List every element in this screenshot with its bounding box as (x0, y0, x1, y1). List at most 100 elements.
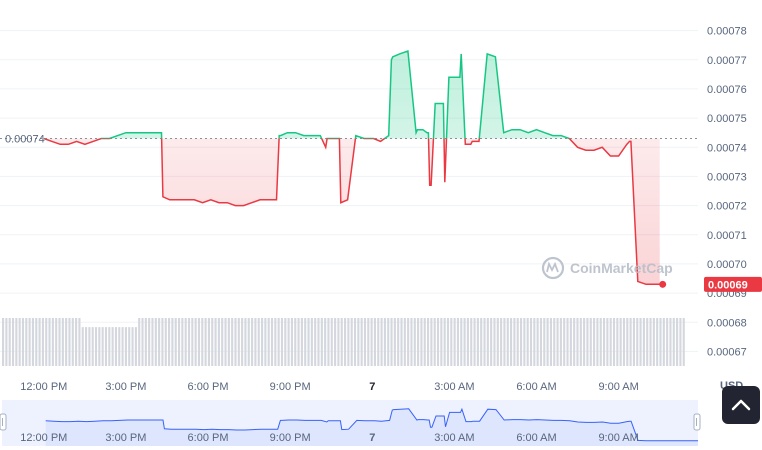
volume-bars (2, 318, 685, 366)
volume-bar (417, 318, 420, 366)
volume-bar (602, 318, 606, 366)
volume-bar (347, 318, 350, 366)
x-tick-label: 9:00 PM (270, 381, 311, 393)
volume-bar (241, 318, 244, 366)
volume-bar (94, 327, 98, 366)
volume-bar (31, 318, 35, 366)
navigator-left-handle[interactable] (0, 413, 7, 431)
volume-bar (546, 318, 549, 366)
volume-bar (353, 318, 357, 366)
volume-bar (194, 318, 197, 366)
volume-bar (430, 318, 433, 366)
volume-bar (659, 318, 662, 366)
volume-bar (254, 318, 257, 366)
range-navigator[interactable]: 12:00 PM 3:00 PM 6:00 PM 9:00 PM 7 3:00 AM 6:0… (0, 400, 701, 446)
volume-bar (181, 318, 184, 366)
volume-bar (543, 318, 546, 366)
volume-bar (463, 318, 466, 366)
volume-bar (221, 318, 224, 366)
volume-bar (423, 318, 426, 366)
volume-bar (41, 318, 44, 366)
volume-bar (227, 318, 230, 366)
volume-bar (68, 318, 71, 366)
volume-bar (553, 318, 556, 366)
volume-bar (81, 327, 84, 366)
y-tick-label: 0.00072 (707, 201, 747, 213)
volume-bar (58, 318, 61, 366)
volume-bar (370, 318, 373, 366)
volume-bar (367, 318, 370, 366)
x-tick-label: 12:00 PM (20, 381, 67, 393)
volume-bar (330, 318, 333, 366)
scroll-to-top-button[interactable] (722, 386, 760, 424)
volume-bar (483, 318, 486, 366)
volume-bar (224, 318, 227, 366)
price-line-up (43, 49, 571, 139)
volume-bar (486, 318, 489, 366)
volume-bar (496, 318, 499, 366)
volume-bar (327, 318, 330, 366)
y-tick-label: 0.00073 (707, 171, 747, 183)
volume-bar (649, 318, 652, 366)
volume-bar (363, 318, 367, 366)
volume-bar (231, 318, 234, 366)
volume-bar (18, 318, 21, 366)
volume-bar (98, 327, 101, 366)
navigator-tick-label: 7 (369, 432, 375, 444)
volume-bar (270, 318, 274, 366)
volume-bar (510, 318, 513, 366)
x-tick-label: 6:00 AM (516, 381, 556, 393)
volume-bar (470, 318, 473, 366)
volume-bar (38, 318, 41, 366)
volume-bar (596, 318, 599, 366)
volume-bar (456, 318, 460, 366)
volume-bar (576, 318, 579, 366)
price-line (43, 49, 660, 286)
volume-bar (171, 318, 174, 366)
volume-bar (566, 318, 569, 366)
volume-bar (111, 327, 114, 366)
volume-bar (101, 327, 104, 366)
volume-bar (506, 318, 509, 366)
coinmarketcap-watermark: CoinMarketCap (541, 256, 673, 280)
volume-bar (164, 318, 167, 366)
volume-bar (636, 318, 639, 366)
volume-bar (48, 318, 51, 366)
x-tick-label: 3:00 AM (434, 381, 474, 393)
volume-bar (632, 318, 635, 366)
volume-bar (284, 318, 287, 366)
volume-bar (118, 327, 121, 366)
volume-bar (28, 318, 31, 366)
volume-bar (310, 318, 313, 366)
volume-bar (400, 318, 403, 366)
volume-bar (549, 318, 552, 366)
volume-bar (197, 318, 201, 366)
volume-bar (377, 318, 380, 366)
volume-bar (460, 318, 463, 366)
volume-bar (453, 318, 456, 366)
volume-bar (280, 318, 284, 366)
volume-bar (151, 318, 154, 366)
volume-bar (148, 318, 151, 366)
volume-bar (526, 318, 529, 366)
volume-bar (71, 318, 74, 366)
x-tick-label: 3:00 PM (105, 381, 146, 393)
navigator-right-handle[interactable] (693, 413, 701, 431)
volume-bar (666, 318, 669, 366)
volume-bar (427, 318, 430, 366)
volume-bar (360, 318, 363, 366)
price-area-fill (43, 51, 660, 285)
volume-bar (503, 318, 506, 366)
volume-bar (260, 318, 264, 366)
volume-bar (662, 318, 665, 366)
volume-bar (114, 327, 118, 366)
volume-bar (277, 318, 280, 366)
volume-bar (290, 318, 293, 366)
volume-bar (533, 318, 536, 366)
volume-bar (420, 318, 423, 366)
volume-bar (244, 318, 247, 366)
volume-bar (490, 318, 493, 366)
volume-bar (393, 318, 396, 366)
volume-bar (128, 327, 131, 366)
volume-bar (619, 318, 622, 366)
